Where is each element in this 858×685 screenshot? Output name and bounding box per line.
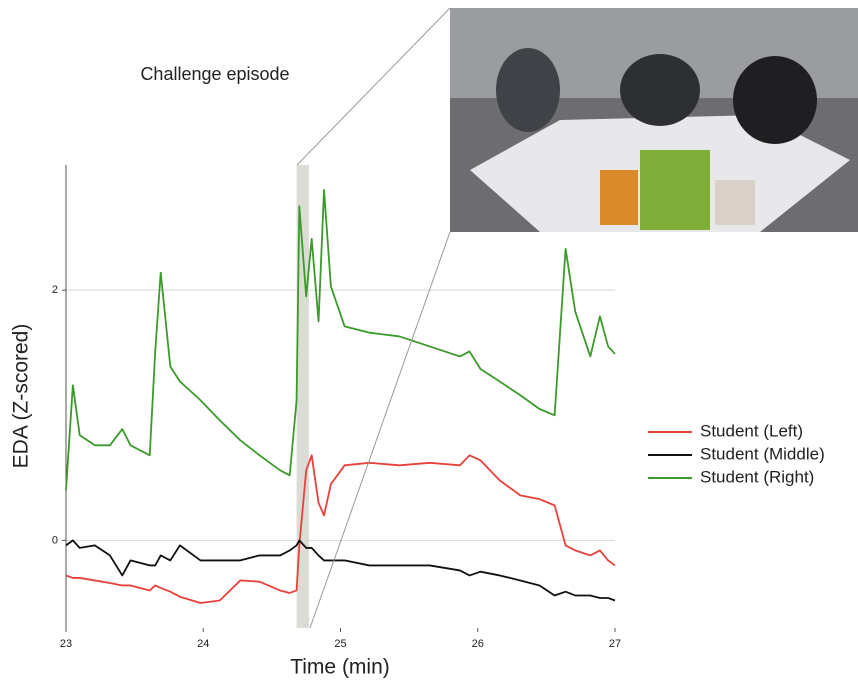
legend-label: Student (Left) <box>700 421 803 440</box>
photo-box <box>600 170 638 225</box>
x-tick-label: 26 <box>472 638 484 650</box>
legend-label: Student (Right) <box>700 467 814 486</box>
series-line <box>66 455 615 603</box>
x-axis-label: Time (min) <box>290 656 390 679</box>
photo-inset <box>450 8 858 232</box>
photo-person <box>620 54 700 126</box>
zoom-line <box>310 232 450 628</box>
zoom-line <box>297 8 450 165</box>
y-tick-label: 0 <box>52 534 58 546</box>
series-line <box>66 540 615 600</box>
x-tick-label: 23 <box>60 638 72 650</box>
series-line <box>66 190 615 490</box>
legend-label: Student (Middle) <box>700 444 825 463</box>
annotation: Challenge episode <box>140 64 289 84</box>
y-axis-label: EDA (Z-scored) <box>10 324 33 469</box>
chart: 0 2 23 24 25 26 27 Challenge episode Time (min… <box>0 0 858 685</box>
y-tick-label: 2 <box>52 284 58 296</box>
x-tick-label: 25 <box>334 638 346 650</box>
photo-person <box>496 48 560 132</box>
x-tick-label: 27 <box>609 638 621 650</box>
photo-box <box>640 150 710 230</box>
photo-box <box>715 180 755 225</box>
plot-area: 0 2 23 24 25 26 27 <box>52 165 621 650</box>
x-tick-label: 24 <box>197 638 209 650</box>
photo-person <box>733 56 817 144</box>
